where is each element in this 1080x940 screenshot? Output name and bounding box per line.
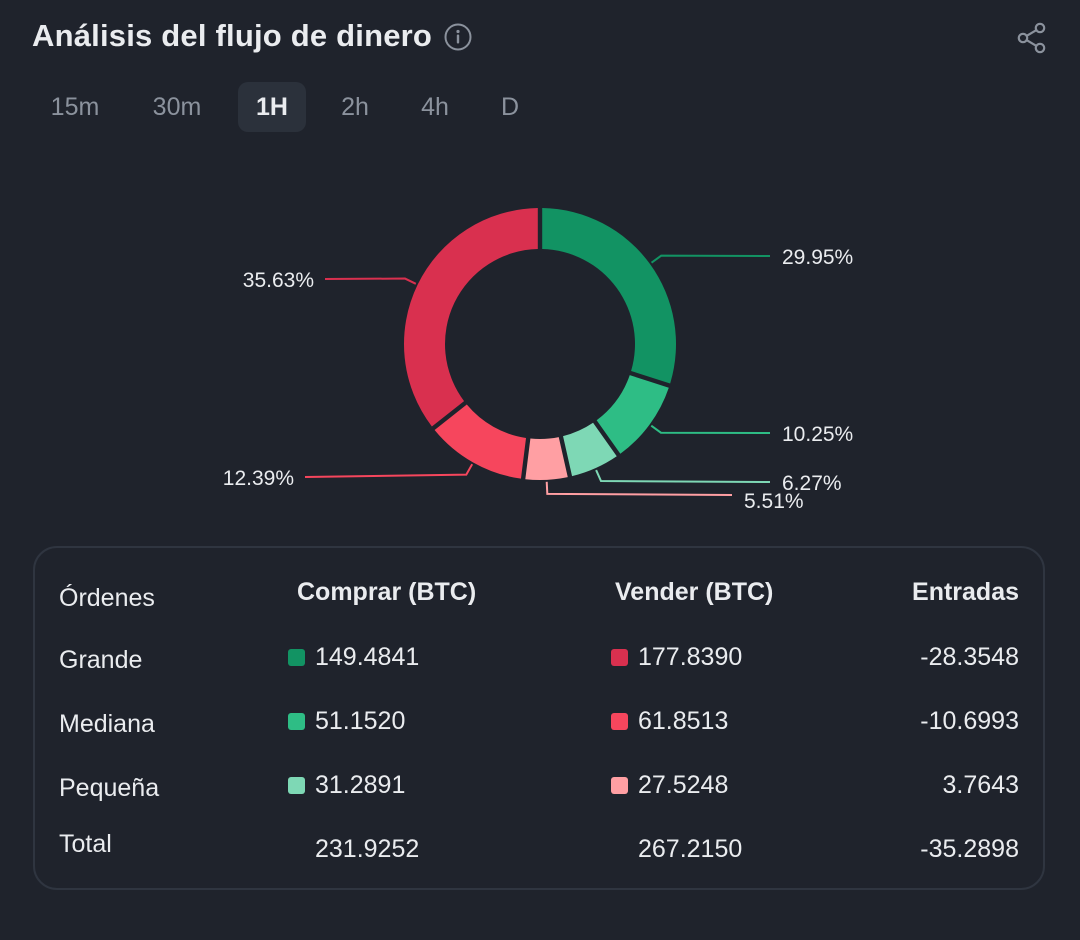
slice-label-5: 12.39% (223, 467, 294, 490)
inflow-header: Entradas (912, 578, 1019, 606)
sell-header: Vender (BTC) (615, 578, 774, 606)
leader-line-1 (650, 254, 771, 264)
buy-small-color-swatch (288, 777, 305, 794)
buy-large-value: 149.4841 (315, 643, 420, 671)
row-label-medium: Mediana (59, 710, 155, 738)
tab-2h[interactable]: 2h (341, 93, 369, 121)
sell-small-color-swatch (611, 777, 628, 794)
sell-medium-color-swatch (611, 713, 628, 730)
leader-line-3 (595, 469, 771, 483)
row-label-total: Total (59, 830, 112, 858)
sell-small-value: 27.5248 (638, 771, 729, 799)
slice-label-6: 35.63% (243, 269, 314, 292)
donut-slice-6[interactable] (404, 208, 538, 427)
donut-slice-1[interactable] (542, 208, 676, 384)
donut-slice-4[interactable] (525, 437, 568, 480)
buy-small-value: 31.2891 (315, 771, 406, 799)
money-flow-donut-chart: 29.95% 10.25% 6.27%5.51% 12.39% 35.63% (223, 208, 853, 513)
sell-large-color-swatch (611, 649, 628, 666)
tab-30m[interactable]: 30m (152, 93, 202, 121)
page-title: Análisis del flujo de dinero (32, 18, 433, 53)
sell-medium-value: 61.8513 (638, 707, 729, 735)
inflow-total-value: -35.2898 (920, 835, 1019, 863)
orders-table: Órdenes Comprar (BTC) Vender (BTC) Entra… (33, 546, 1045, 890)
inflow-medium-value: -10.6993 (920, 707, 1019, 735)
buy-total-value: 231.9252 (315, 835, 420, 863)
tab-d[interactable]: D (500, 93, 520, 121)
buy-medium-value: 51.1520 (315, 707, 406, 735)
slice-label-2: 10.25% (782, 423, 853, 446)
info-icon[interactable] (444, 23, 472, 51)
row-label-small: Pequeña (59, 774, 160, 802)
buy-medium-color-swatch (288, 713, 305, 730)
buy-header: Comprar (BTC) (297, 578, 477, 606)
header: Análisis del flujo de dinero (32, 14, 1048, 62)
tab-4h[interactable]: 4h (421, 93, 449, 121)
slice-label-4: 5.51% (744, 490, 804, 513)
leader-line-2 (650, 424, 771, 434)
donut-slice-5[interactable] (434, 404, 527, 479)
buy-large-color-swatch (288, 649, 305, 666)
row-label-large: Grande (59, 646, 143, 674)
leader-line-4 (545, 481, 733, 496)
sell-large-value: 177.8390 (638, 643, 743, 671)
sell-total-value: 267.2150 (638, 835, 743, 863)
slice-label-3: 6.27% (782, 472, 842, 495)
leader-line-5 (304, 463, 474, 478)
orders-header: Órdenes (59, 584, 155, 612)
donut-slice-3[interactable] (563, 422, 617, 477)
inflow-small-value: 3.7643 (942, 771, 1019, 799)
tab-1h[interactable]: 1H (238, 82, 306, 132)
slice-label-1: 29.95% (782, 246, 853, 269)
tab-15m[interactable]: 15m (50, 93, 100, 121)
donut-slice-2[interactable] (596, 375, 669, 454)
share-icon[interactable] (1016, 22, 1048, 54)
leader-line-6 (324, 277, 417, 285)
inflow-large-value: -28.3548 (920, 643, 1019, 671)
